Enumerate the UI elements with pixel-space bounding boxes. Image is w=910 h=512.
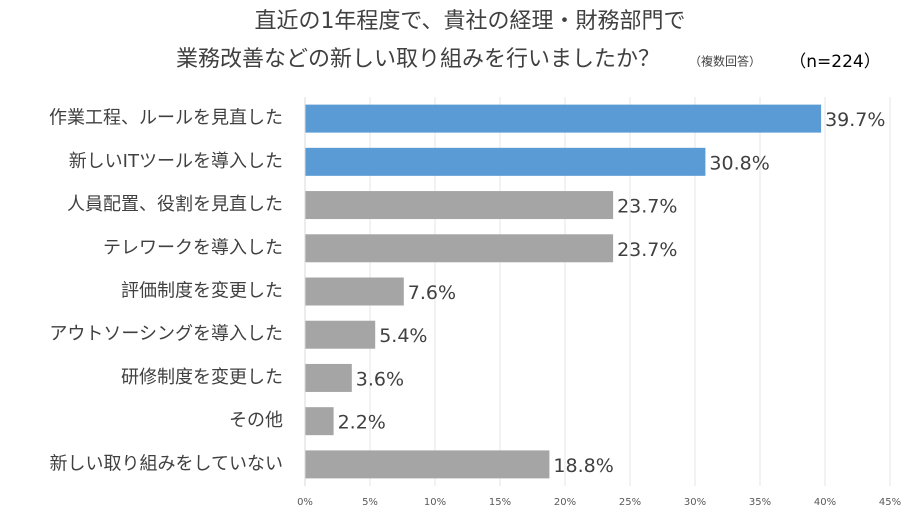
value-label: 3.6% <box>356 368 404 390</box>
annotation: （n=224） <box>789 52 880 72</box>
x-tick-label: 45% <box>879 497 901 508</box>
x-tick-label: 30% <box>684 497 706 508</box>
bar <box>305 320 376 349</box>
bar <box>305 407 334 436</box>
x-tick-label: 15% <box>489 497 511 508</box>
y-tick-label: その他 <box>229 410 283 431</box>
x-tick-label: 0% <box>297 497 313 508</box>
y-tick-label: 研修制度を変更した <box>121 367 283 388</box>
bar <box>305 363 352 392</box>
y-tick-label: 作業工程、ルールを見直した <box>49 108 283 129</box>
bar <box>305 191 614 220</box>
x-tick-label: 5% <box>362 497 378 508</box>
x-tick-label: 35% <box>749 497 771 508</box>
value-label: 18.8% <box>553 455 613 477</box>
x-tick-label: 20% <box>554 497 576 508</box>
y-tick-label: 評価制度を変更した <box>121 281 283 302</box>
chart-title: 業務改善などの新しい取り組みを行いましたか？ <box>176 47 660 72</box>
value-label: 7.6% <box>408 282 456 304</box>
y-tick-label: 人員配置、役割を見直した <box>67 194 283 215</box>
x-tick-label: 10% <box>424 497 446 508</box>
y-tick-label: 新しいITツールを導入した <box>69 151 283 172</box>
bar <box>305 450 550 479</box>
value-label: 30.8% <box>709 152 769 174</box>
x-tick-label: 25% <box>619 497 641 508</box>
y-tick-label: アウトソーシングを導入した <box>49 324 283 345</box>
value-label: 39.7% <box>825 109 885 131</box>
value-label: 5.4% <box>379 325 427 347</box>
bar <box>305 234 614 263</box>
value-label: 2.2% <box>338 412 386 434</box>
chart-subtitle: （複数回答） <box>689 54 761 69</box>
y-tick-label: テレワークを導入した <box>103 237 283 258</box>
y-tick-label: 新しい取り組みをしていない <box>50 453 283 474</box>
bar <box>305 147 706 176</box>
bar <box>305 277 404 306</box>
chart-title: 直近の1年程度で、貴社の経理・財務部門で <box>254 9 685 34</box>
value-label: 23.7% <box>617 196 677 218</box>
value-label: 23.7% <box>617 239 677 261</box>
bar <box>305 104 822 133</box>
x-tick-label: 40% <box>814 497 836 508</box>
